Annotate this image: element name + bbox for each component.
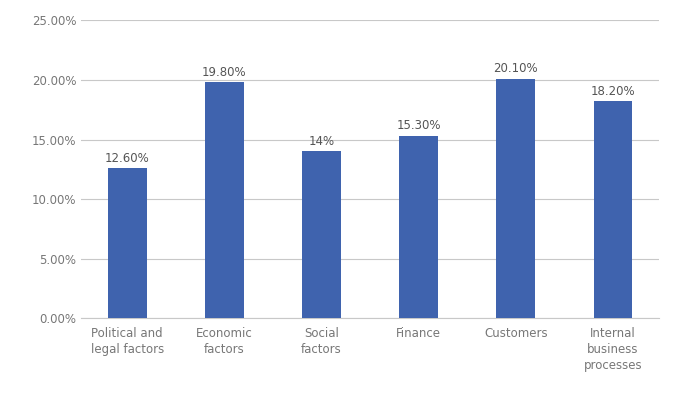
Bar: [302, 151, 341, 318]
Text: 15.30%: 15.30%: [397, 120, 441, 132]
Bar: [496, 79, 535, 318]
Text: 18.20%: 18.20%: [591, 85, 636, 98]
Bar: [108, 168, 147, 318]
Text: 19.80%: 19.80%: [202, 66, 246, 79]
Bar: [593, 102, 632, 318]
Text: 14%: 14%: [308, 135, 335, 148]
Text: 12.60%: 12.60%: [105, 151, 149, 164]
Text: 20.10%: 20.10%: [494, 62, 538, 75]
Bar: [399, 136, 438, 318]
Bar: [205, 82, 244, 318]
